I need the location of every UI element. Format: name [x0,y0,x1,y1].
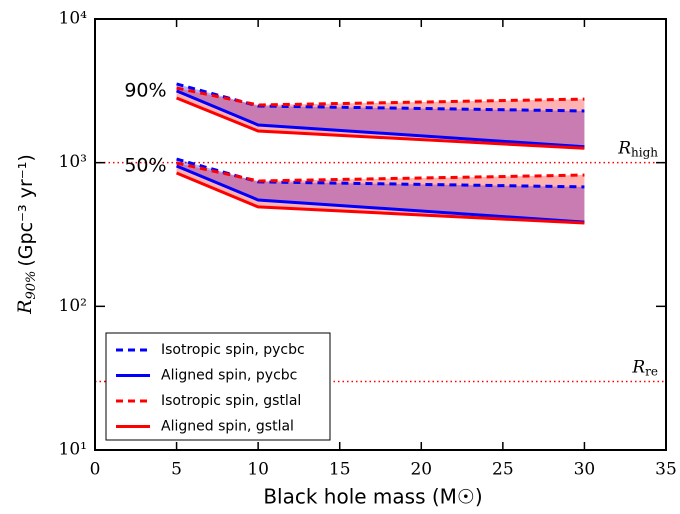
group-label: 50% [124,154,166,176]
reference-symbol: R [617,138,631,158]
x-tick-label: 0 [90,460,101,480]
plot-frame [94,18,667,451]
x-tick-label: 15 [329,460,351,480]
band [176,83,585,147]
series-line [176,96,585,150]
legend-label: Isotropic spin, gstlal [161,393,301,409]
series-line [175,164,585,224]
reference-symbol: R [631,357,645,377]
series-line [176,82,585,113]
x-tick-label: 20 [410,460,432,480]
series-line [175,171,585,225]
x-tick-label: 35 [655,460,677,480]
reference-sub: high [631,145,658,159]
y-axis-label: R90% (Gpc⁻³ yr⁻¹) [14,154,39,315]
y-tick-label: 10¹ [59,440,87,460]
series-line [176,157,585,189]
x-tick-label: 5 [171,460,182,480]
legend-label: Aligned spin, pycbc [161,368,297,384]
series-line [176,86,585,107]
y-label-units: (Gpc⁻³ yr⁻¹) [15,154,37,266]
legend-label: Isotropic spin, pycbc [161,342,305,358]
band [176,87,585,149]
reference-sub: re [645,364,658,378]
x-tick-label: 30 [574,460,596,480]
reference-label: Rre [631,357,658,378]
x-tick-label: 25 [492,460,514,480]
reference-label: Rhigh [617,138,658,159]
series-line [175,89,585,149]
band [176,159,585,223]
y-tick-label: 10² [59,296,87,316]
legend-box [105,332,331,441]
x-axis-label: Black hole mass (M☉) [263,485,482,509]
legend-label: Aligned spin, gstlal [161,419,294,435]
band [176,162,585,224]
y-label-symbol: R [14,300,36,315]
x-tick-label: 10 [247,460,269,480]
y-label-sub: 90% [24,271,39,300]
series-line [176,161,585,183]
y-tick-label: 10⁴ [59,9,88,29]
y-tick-label: 10³ [59,152,87,172]
group-label: 90% [124,79,166,101]
